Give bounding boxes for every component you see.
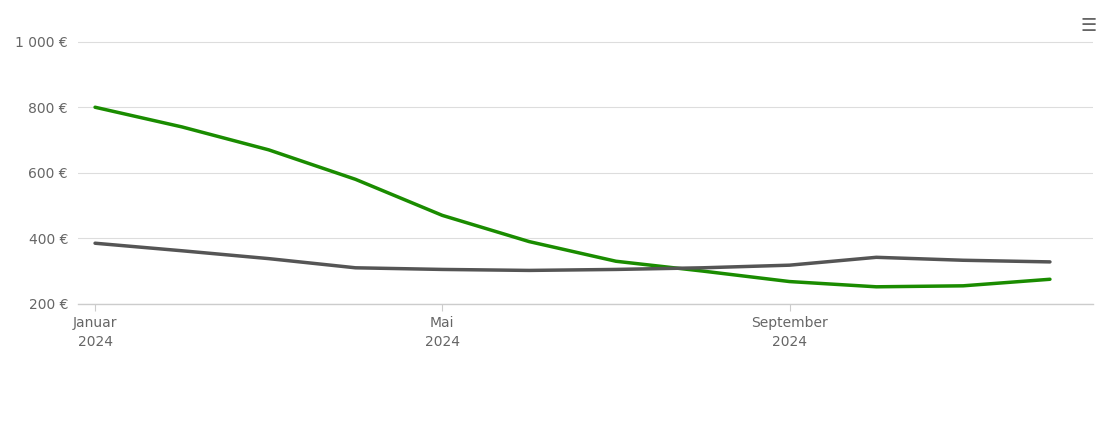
Text: ☰: ☰ (1080, 17, 1097, 35)
